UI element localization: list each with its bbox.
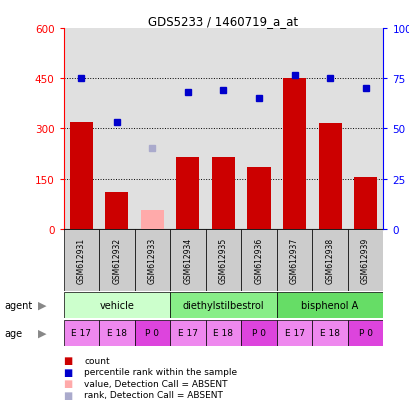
Bar	[63, 292, 170, 318]
Text: GSM612938: GSM612938	[325, 237, 334, 283]
Text: E 17: E 17	[178, 328, 198, 337]
Bar	[276, 320, 312, 346]
Text: P 0: P 0	[145, 328, 159, 337]
Text: E 18: E 18	[319, 328, 339, 337]
Text: ▶: ▶	[38, 300, 46, 310]
Bar	[240, 320, 276, 346]
Bar	[240, 229, 276, 291]
Bar	[347, 229, 382, 291]
Bar	[99, 229, 134, 291]
Text: count: count	[84, 356, 110, 365]
Bar	[170, 229, 205, 291]
Bar	[353, 178, 376, 229]
Text: age: age	[4, 328, 22, 338]
Text: ▶: ▶	[38, 328, 46, 338]
Text: GSM612935: GSM612935	[218, 237, 227, 283]
Text: E 17: E 17	[284, 328, 304, 337]
Bar	[134, 320, 170, 346]
Bar	[247, 167, 270, 229]
Text: rank, Detection Call = ABSENT: rank, Detection Call = ABSENT	[84, 390, 222, 399]
Bar	[276, 292, 382, 318]
Bar	[282, 79, 305, 229]
Bar	[312, 320, 347, 346]
Bar	[105, 192, 128, 229]
Text: agent: agent	[4, 300, 32, 310]
Bar	[70, 122, 92, 229]
Title: GDS5233 / 1460719_a_at: GDS5233 / 1460719_a_at	[148, 15, 298, 28]
Text: bisphenol A: bisphenol A	[301, 300, 358, 310]
Text: P 0: P 0	[358, 328, 372, 337]
Bar	[141, 211, 164, 229]
Bar	[63, 320, 99, 346]
Bar	[170, 320, 205, 346]
Bar	[347, 320, 382, 346]
Text: vehicle: vehicle	[99, 300, 134, 310]
Text: GSM612936: GSM612936	[254, 237, 263, 283]
Text: GSM612932: GSM612932	[112, 237, 121, 283]
Text: ■: ■	[63, 390, 73, 400]
Text: E 17: E 17	[71, 328, 91, 337]
Text: GSM612937: GSM612937	[289, 237, 298, 283]
Text: ■: ■	[63, 378, 73, 388]
Bar	[211, 157, 234, 229]
Text: GSM612931: GSM612931	[76, 237, 85, 283]
Text: value, Detection Call = ABSENT: value, Detection Call = ABSENT	[84, 379, 227, 388]
Text: E 18: E 18	[213, 328, 233, 337]
Text: P 0: P 0	[252, 328, 265, 337]
Bar	[205, 320, 240, 346]
Text: E 18: E 18	[107, 328, 126, 337]
Bar	[276, 229, 312, 291]
Bar	[318, 124, 341, 229]
Text: ■: ■	[63, 367, 73, 377]
Bar	[205, 229, 240, 291]
Bar	[176, 157, 199, 229]
Text: ■: ■	[63, 355, 73, 365]
Bar	[99, 320, 134, 346]
Bar	[312, 229, 347, 291]
Bar	[134, 229, 170, 291]
Text: GSM612934: GSM612934	[183, 237, 192, 283]
Text: GSM612933: GSM612933	[148, 237, 157, 283]
Bar	[170, 292, 276, 318]
Bar	[63, 229, 99, 291]
Text: percentile rank within the sample: percentile rank within the sample	[84, 367, 236, 376]
Text: GSM612939: GSM612939	[360, 237, 369, 283]
Text: diethylstilbestrol: diethylstilbestrol	[182, 300, 264, 310]
